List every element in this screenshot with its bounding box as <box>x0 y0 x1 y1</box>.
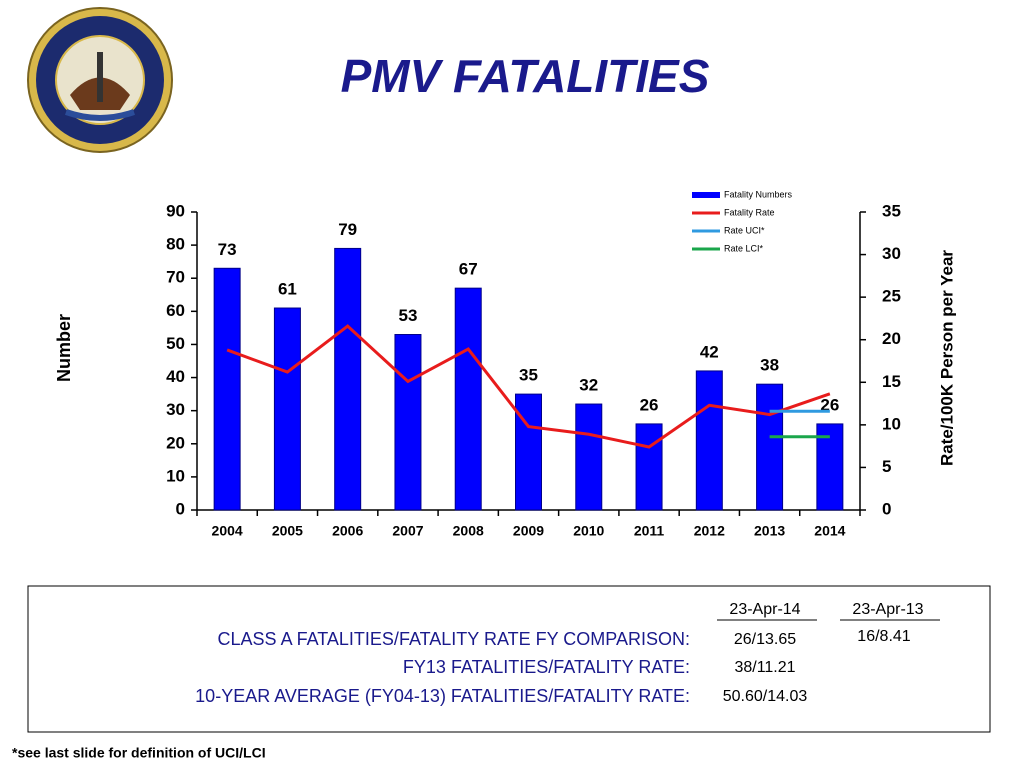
x-tick-label: 2011 <box>634 523 665 539</box>
x-tick-label: 2009 <box>513 523 544 539</box>
row-label: FY13 FATALITIES/FATALITY RATE: <box>403 657 690 677</box>
row-value: 16/8.41 <box>857 628 910 645</box>
x-tick-label: 2010 <box>573 523 604 539</box>
row-value: 26/13.65 <box>734 631 796 648</box>
bar-value-label: 67 <box>459 260 478 279</box>
row-label: CLASS A FATALITIES/FATALITY RATE FY COMP… <box>218 629 690 649</box>
x-tick-label: 2004 <box>212 523 243 539</box>
line-series <box>226 324 831 449</box>
legend-swatch <box>692 192 720 198</box>
y-tick-label: 30 <box>166 400 185 419</box>
legend-label: Rate UCI* <box>724 225 765 235</box>
x-tick-label: 2014 <box>814 523 845 539</box>
navy-seal <box>27 7 173 153</box>
row-value: 50.60/14.03 <box>723 688 808 705</box>
bar <box>454 287 482 511</box>
y-tick-label: 0 <box>176 499 185 518</box>
bar <box>273 307 301 511</box>
row-label: 10-YEAR AVERAGE (FY04-13) FATALITIES/FAT… <box>195 686 690 706</box>
column-header: 23-Apr-13 <box>852 601 923 618</box>
footnote: *see last slide for definition of UCI/LC… <box>12 745 266 761</box>
y-tick-label: 50 <box>166 334 185 353</box>
bar-value-label: 32 <box>579 376 598 395</box>
legend-label: Rate LCI* <box>724 243 764 253</box>
y2-tick-label: 15 <box>882 372 901 391</box>
x-tick-label: 2012 <box>694 523 725 539</box>
column-header: 23-Apr-14 <box>729 601 800 618</box>
bar-value-label: 26 <box>640 395 659 414</box>
x-tick-label: 2005 <box>272 523 303 539</box>
legend-label: Fatality Numbers <box>724 189 793 199</box>
y-tick-label: 60 <box>166 301 185 320</box>
y-tick-label: 80 <box>166 235 185 254</box>
bar-value-label: 79 <box>338 220 357 239</box>
y2-tick-label: 20 <box>882 329 901 348</box>
x-tick-label: 2008 <box>453 523 484 539</box>
bar-value-label: 38 <box>760 356 779 375</box>
bar <box>695 370 723 511</box>
chart-title: PMV FATALITIES <box>341 50 710 102</box>
y2-tick-label: 25 <box>882 287 901 306</box>
y2-axis-title: Rate/100K Person per Year <box>937 250 956 466</box>
bar <box>756 383 784 511</box>
y-axis-title: Number <box>54 314 74 382</box>
bar <box>515 393 542 511</box>
bar <box>213 267 241 511</box>
bar <box>394 334 422 511</box>
x-tick-label: 2013 <box>754 523 785 539</box>
y2-tick-label: 5 <box>882 457 891 476</box>
bar-value-label: 35 <box>519 366 538 385</box>
bar-value-label: 73 <box>218 240 237 259</box>
y-tick-label: 90 <box>166 201 185 220</box>
y2-tick-label: 35 <box>882 201 901 220</box>
bar <box>334 247 362 511</box>
bar-value-label: 53 <box>398 306 417 325</box>
y-tick-label: 70 <box>166 268 185 287</box>
y2-tick-label: 0 <box>882 499 891 518</box>
y-tick-label: 40 <box>166 367 185 386</box>
bar-value-label: 61 <box>278 280 297 299</box>
y2-tick-label: 30 <box>882 244 901 263</box>
y2-tick-label: 10 <box>882 414 901 433</box>
y-tick-label: 20 <box>166 433 185 452</box>
comparison-box <box>27 585 991 733</box>
bar-value-label: 42 <box>700 342 719 361</box>
comparison-table: 23-Apr-14 23-Apr-13 CLASS A FATALITIES/FAT… <box>195 601 940 706</box>
x-tick-label: 2007 <box>392 523 423 539</box>
bar <box>575 403 603 511</box>
bar-value-label: 26 <box>820 395 839 414</box>
x-tick-label: 2006 <box>332 523 363 539</box>
bar <box>635 423 663 511</box>
chart: 0 10 20 30 40 50 60 70 80 90 0 5 10 15 20 25 30 35 2004 200… <box>54 189 957 538</box>
legend-label: Fatality Rate <box>724 207 775 217</box>
y-tick-label: 10 <box>166 466 185 485</box>
row-value: 38/11.21 <box>734 659 795 676</box>
